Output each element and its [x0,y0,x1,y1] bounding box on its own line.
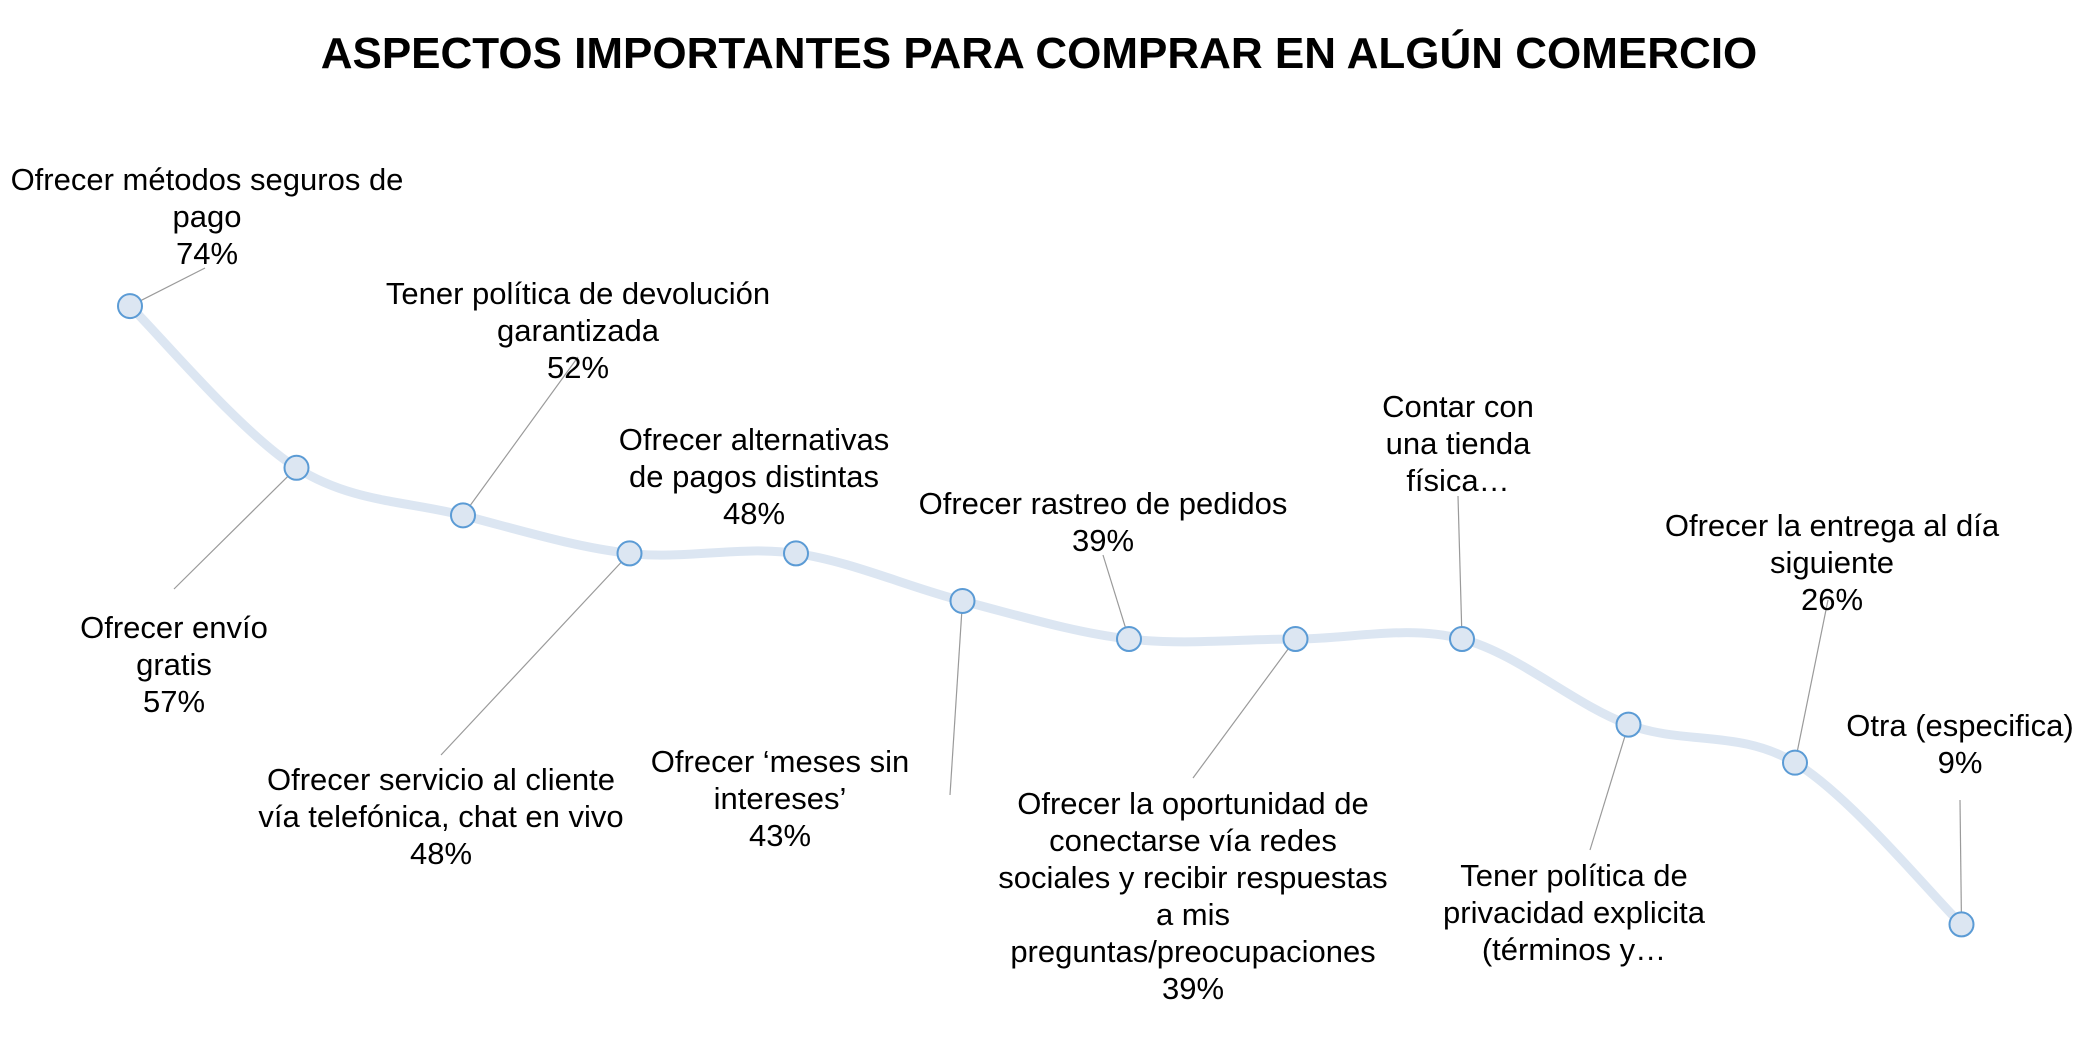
leader-line [1959,799,1963,925]
data-label-line: 39% [1162,971,1224,1006]
leader-lines [129,267,1963,925]
data-label-line: 26% [1801,582,1863,617]
data-label-line: (términos y… [1482,932,1666,967]
data-label: Tener política de privacidad explicita (té… [1443,858,1706,967]
leader-line [949,600,964,796]
data-label-line: Ofrecer la entrega al día [1665,508,2000,543]
data-label-line: Contar con [1382,389,1534,424]
data-label-line: Otra (especifica) [1846,708,2073,743]
leader-line [1794,599,1829,763]
data-label-line: 52% [547,350,609,385]
data-label: Ofrecer rastreo de pedidos 39% [919,486,1288,558]
data-label-line: vía telefónica, chat en vivo [258,799,623,834]
data-label: Ofrecer la entrega al día siguiente 26% [1665,508,2000,617]
data-point [117,293,143,320]
data-label-line: una tienda [1386,426,1532,461]
data-label-line: intereses’ [714,781,847,816]
data-point [783,540,809,567]
data-point [616,540,643,567]
data-label-line: Ofrecer servicio al cliente [267,762,615,797]
data-label: Ofrecer envío gratis 57% [80,610,268,719]
data-label: Ofrecer ‘meses sin intereses’ 43% [651,744,909,853]
data-label-line: Ofrecer métodos seguros de [11,162,404,197]
leader-line [462,356,579,516]
leader-line [173,467,297,590]
leader-line [440,552,630,756]
data-label-line: a mis [1156,897,1230,932]
data-point [1116,626,1142,653]
data-label-line: física… [1406,463,1509,498]
data-label-line: 48% [723,496,785,531]
data-label: Otra (especifica) 9% [1846,708,2073,780]
data-label-line: Ofrecer rastreo de pedidos [919,486,1288,521]
data-label-line: Ofrecer envío [80,610,268,645]
leader-line [1589,724,1630,851]
data-label: Ofrecer métodos seguros de pago 74% [11,162,404,271]
data-label-line: de pagos distintas [629,459,879,494]
data-label-line: 39% [1072,523,1134,558]
data-label: Ofrecer alternativas de pagos distintas 48… [619,422,890,531]
data-label-line: conectarse vía redes [1049,823,1337,858]
data-label-line: gratis [136,647,212,682]
data-label-line: sociales y recibir respuestas [998,860,1387,895]
data-point [1948,911,1975,938]
data-label: Tener política de devolución garantizada 5… [386,276,770,385]
chart-title: ASPECTOS IMPORTANTES PARA COMPRAR EN ALG… [321,28,1758,78]
data-label-line: siguiente [1770,545,1894,580]
data-point [1615,711,1642,738]
data-label-line: Tener política de devolución [386,276,770,311]
data-label-line: Ofrecer la oportunidad de [1017,786,1369,821]
leader-line [1102,554,1130,640]
data-markers [117,293,1975,938]
data-label-line: 74% [176,236,238,271]
data-label-line: preguntas/preocupaciones [1010,934,1375,969]
data-label: Ofrecer servicio al cliente vía telefónic… [258,762,623,871]
data-label-line: 48% [410,836,472,871]
data-label-line: Tener política de [1460,858,1687,893]
data-labels: Ofrecer métodos seguros de pago 74%Ofrecer… [11,162,2074,1006]
data-point [1449,626,1475,653]
series-line [125,301,1966,929]
leader-line [1192,638,1296,779]
data-label-line: 57% [143,684,205,719]
data-point [949,587,976,614]
data-label-line: 9% [1938,745,1983,780]
data-label-line: privacidad explicita [1443,895,1706,930]
data-label-line: Ofrecer alternativas [619,422,890,457]
data-point [283,454,310,481]
data-point [450,502,476,529]
data-label: Contar con una tienda física… [1382,389,1534,498]
data-label-line: garantizada [497,313,660,348]
data-label-line: pago [173,199,242,234]
data-label-line: 43% [749,818,811,853]
leader-line [1457,495,1463,640]
data-point [1282,626,1309,653]
leader-line [129,267,206,307]
data-label-line: Ofrecer ‘meses sin [651,744,909,779]
data-point [1782,749,1808,776]
data-label: Ofrecer la oportunidad de conectarse vía … [998,786,1387,1006]
